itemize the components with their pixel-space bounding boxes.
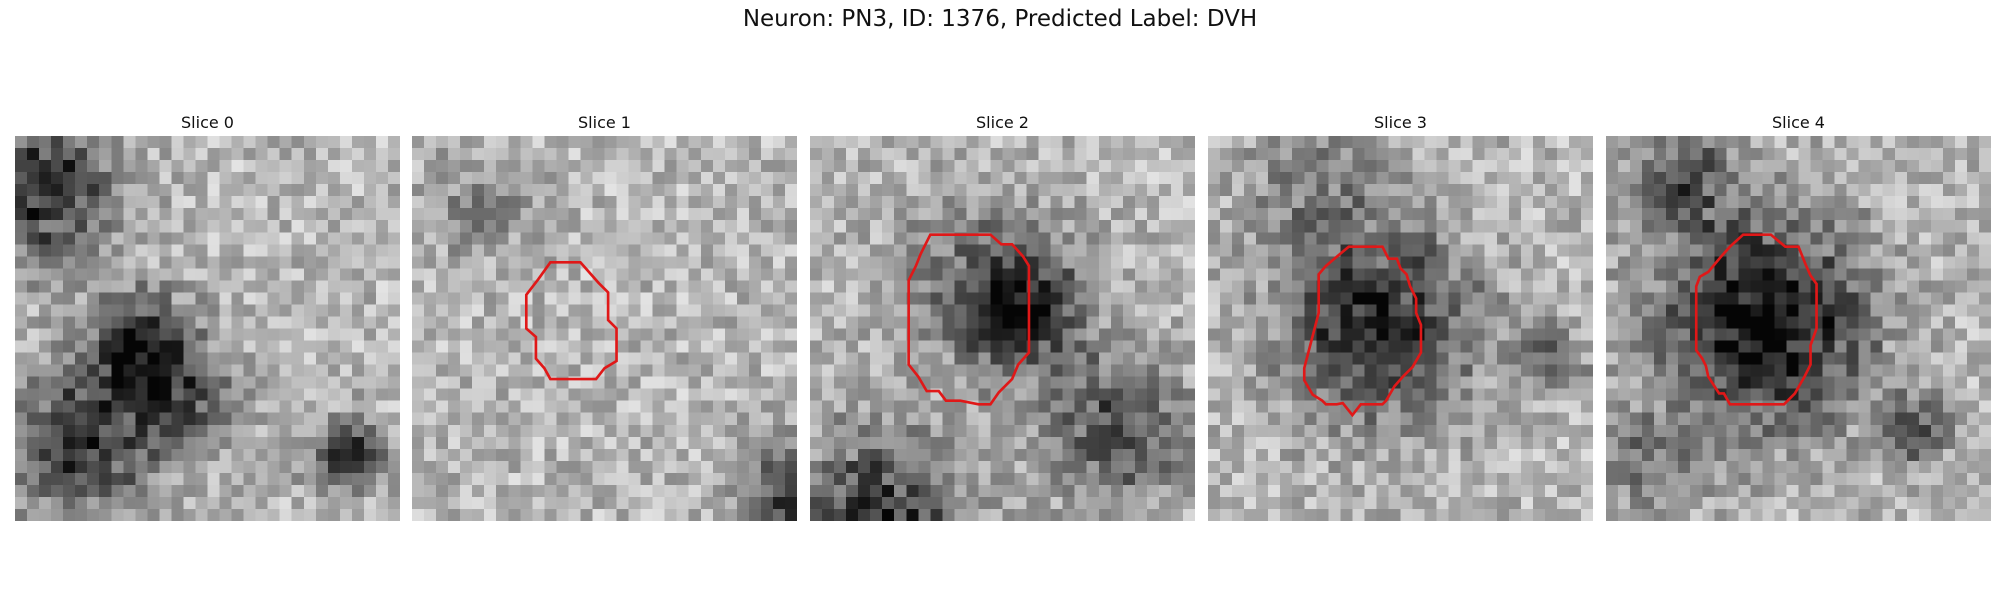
slice-image-3	[1208, 136, 1593, 521]
slice-image-4	[1606, 136, 1991, 521]
figure-title: Neuron: PN3, ID: 1376, Predicted Label: …	[742, 6, 1258, 32]
slice-title-4: Slice 4	[1772, 113, 1825, 132]
slice-panel-4: Slice 4	[1606, 110, 1991, 521]
slice-panel-0: Slice 0	[15, 110, 400, 521]
slice-title-2: Slice 2	[976, 113, 1029, 132]
slice-panel-2: Slice 2	[810, 110, 1195, 521]
slice-image-2	[810, 136, 1195, 521]
slice-title-3: Slice 3	[1374, 113, 1427, 132]
slice-title-0: Slice 0	[181, 113, 234, 132]
segmentation-outline-4	[1694, 233, 1818, 406]
segmentation-outline-2	[907, 233, 1031, 406]
slice-image-0	[15, 136, 400, 521]
slice-title-1: Slice 1	[578, 113, 631, 132]
slice-image-1	[412, 136, 797, 521]
segmentation-outline-1	[524, 261, 618, 381]
slice-panel-3: Slice 3	[1208, 110, 1593, 521]
slice-panel-1: Slice 1	[412, 110, 797, 521]
segmentation-outline-3	[1302, 245, 1423, 418]
